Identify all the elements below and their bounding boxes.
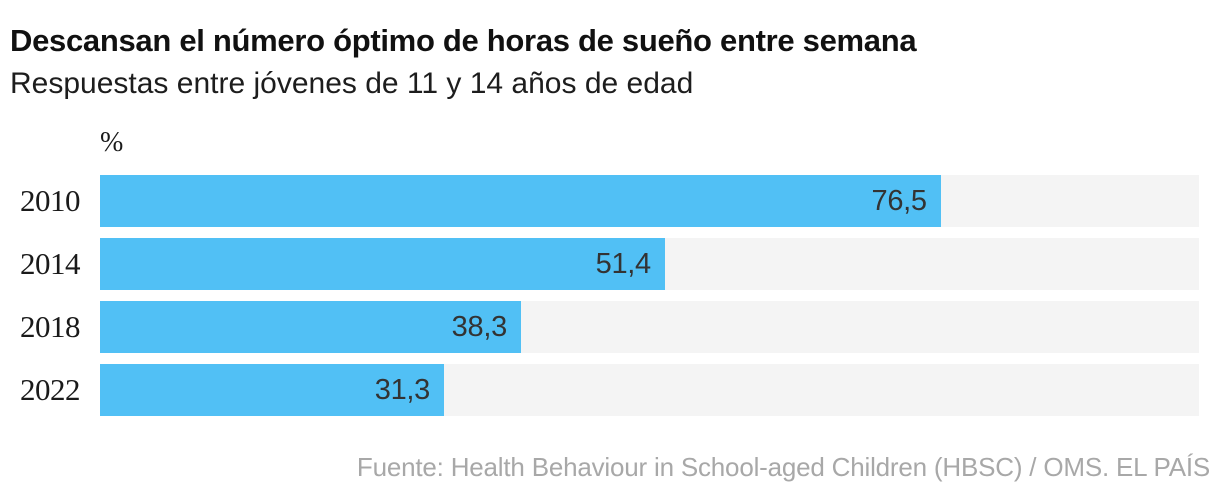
- bar-row: 2022 31,3: [0, 364, 1199, 416]
- bar: 38,3: [100, 301, 521, 353]
- value-label: 76,5: [871, 185, 927, 217]
- category-label: 2010: [20, 183, 81, 218]
- value-label: 51,4: [595, 248, 652, 280]
- value-label: 38,3: [451, 311, 508, 343]
- bar-track: 76,5: [100, 175, 1199, 227]
- category-label: 2014: [20, 246, 81, 281]
- bar-row: 2010 76,5: [0, 175, 1199, 227]
- bar-row: 2018 38,3: [0, 301, 1199, 353]
- bar: 31,3: [100, 364, 444, 416]
- value-label: 31,3: [374, 374, 431, 406]
- bar-track: 31,3: [100, 364, 1199, 416]
- chart-subtitle: Respuestas entre jóvenes de 11 y 14 años…: [10, 67, 694, 100]
- category-label: 2022: [20, 372, 81, 407]
- category-label: 2018: [20, 309, 81, 344]
- source-credit: Fuente: Health Behaviour in School-aged …: [356, 452, 1210, 482]
- bar-track: 38,3: [100, 301, 1199, 353]
- bar-row: 2014 51,4: [0, 238, 1199, 290]
- bar-chart: 2010 76,5 2014 51,4 2018 38,3 2022 31,3: [0, 175, 1199, 427]
- bar: 76,5: [100, 175, 941, 227]
- chart-title: Descansan el número óptimo de horas de s…: [10, 23, 917, 58]
- bar: 51,4: [100, 238, 665, 290]
- unit-label: %: [100, 127, 124, 158]
- bar-track: 51,4: [100, 238, 1199, 290]
